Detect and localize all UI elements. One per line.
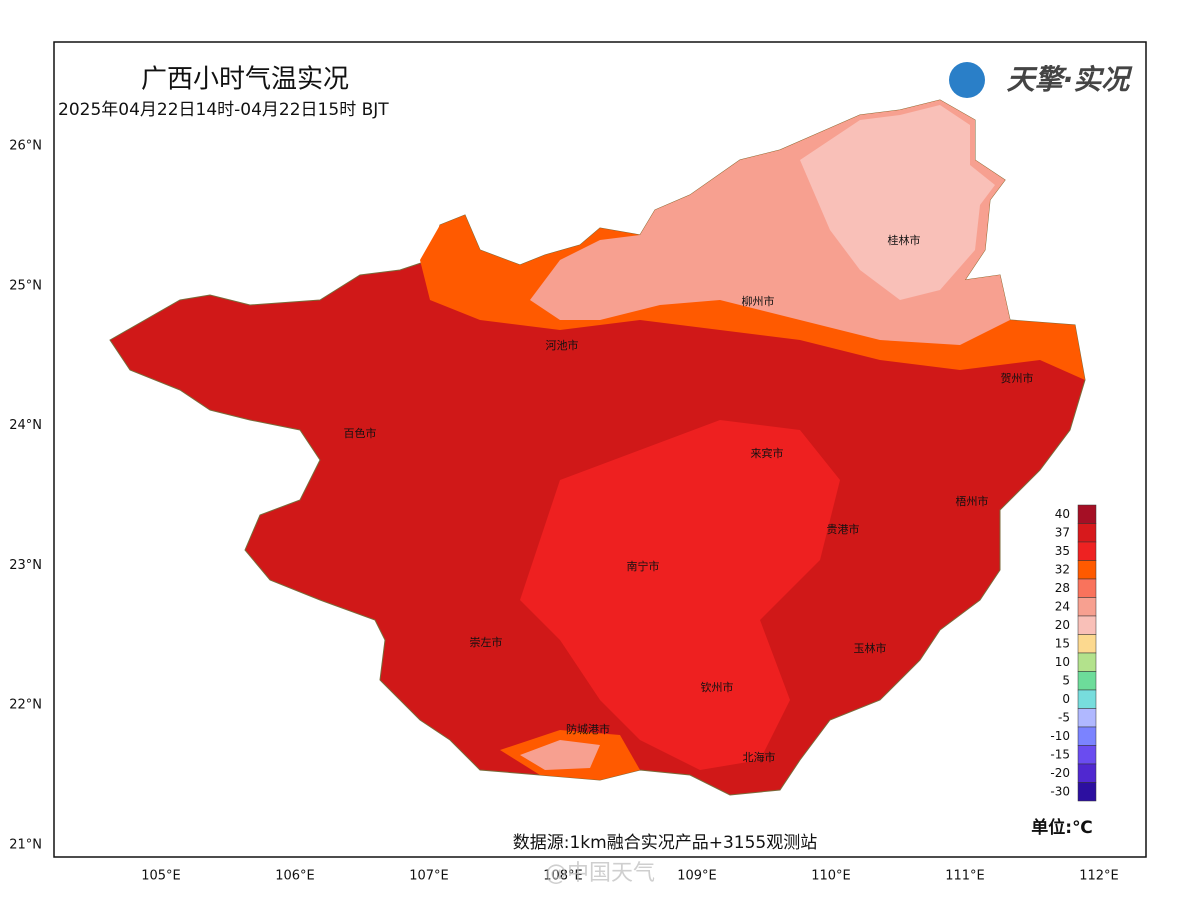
city-label: 贵港市: [827, 522, 860, 536]
legend-swatch: [1077, 652, 1097, 672]
legend-swatch: [1077, 708, 1097, 728]
legend-label: 10: [1055, 655, 1070, 669]
city-label: 南宁市: [627, 559, 660, 573]
legend-swatch: [1077, 541, 1097, 561]
legend-label: -30: [1050, 784, 1070, 798]
lat-label: 25°N: [9, 278, 42, 293]
city-label: 来宾市: [751, 446, 784, 460]
legend-label: 15: [1055, 636, 1070, 650]
legend-label: 40: [1055, 507, 1070, 521]
legend-swatch: [1077, 615, 1097, 635]
legend-swatch: [1077, 523, 1097, 543]
logo-text: 天擎·实况: [1007, 63, 1134, 96]
lat-labels: 26°N 25°N 24°N 23°N 22°N 21°N: [9, 139, 42, 853]
city-label: 百色市: [344, 426, 377, 440]
logo-icon: [949, 62, 985, 98]
lat-label: 21°N: [9, 838, 42, 853]
legend-label: 37: [1055, 525, 1070, 539]
lon-label: 105°E: [141, 869, 181, 884]
city-label: 防城港市: [566, 722, 610, 736]
city-label: 玉林市: [854, 641, 887, 655]
legend-label: -5: [1058, 710, 1070, 724]
lon-label: 112°E: [1079, 869, 1119, 884]
data-source: 数据源:1km融合实况产品+3155观测站: [513, 833, 817, 853]
legend-swatch: [1077, 763, 1097, 783]
legend-swatch: [1077, 689, 1097, 709]
legend: 40 37 35 32 28 24 20 15 10 5 0 -5 -10 -15 -20 -30: [1050, 504, 1097, 802]
lat-label: 23°N: [9, 558, 42, 573]
legend-swatch: [1077, 560, 1097, 580]
city-label: 崇左市: [470, 635, 503, 649]
lon-label: 110°E: [811, 869, 851, 884]
city-labels: 桂林市 柳州市 河池市 贺州市 百色市 来宾市 梧州市 贵港市 南宁市 崇左市 …: [344, 233, 1034, 764]
legend-swatch: [1077, 578, 1097, 598]
legend-label: -10: [1050, 729, 1070, 743]
lon-labels: 105°E 106°E 107°E 108°E 109°E 110°E 111°E 112°E: [141, 869, 1119, 884]
lon-label: 109°E: [677, 869, 717, 884]
city-label: 钦州市: [701, 680, 734, 694]
city-label: 贺州市: [1001, 371, 1034, 385]
legend-label: 24: [1055, 599, 1070, 613]
lon-label: 107°E: [409, 869, 449, 884]
region-pink-coast: [520, 740, 600, 770]
legend-label: -20: [1050, 766, 1070, 780]
legend-label: 35: [1055, 544, 1070, 558]
legend-swatch: [1077, 726, 1097, 746]
region-cooler: [800, 105, 995, 300]
legend-label: 0: [1062, 692, 1070, 706]
city-label: 河池市: [546, 338, 579, 352]
unit-label: 单位:℃: [1031, 817, 1092, 838]
lat-label: 26°N: [9, 139, 42, 154]
map-title: 广西小时气温实况: [141, 65, 349, 95]
lon-label: 108°E: [543, 869, 583, 884]
legend-label: 5: [1062, 673, 1070, 687]
legend-label: 32: [1055, 562, 1070, 576]
legend-swatch: [1077, 597, 1097, 617]
legend-swatch: [1077, 504, 1097, 524]
legend-swatch: [1077, 634, 1097, 654]
region-warm: [520, 420, 840, 770]
legend-label: 28: [1055, 581, 1070, 595]
city-label: 北海市: [743, 750, 776, 764]
legend-label: 20: [1055, 618, 1070, 632]
lon-label: 106°E: [275, 869, 315, 884]
legend-swatch: [1077, 671, 1097, 691]
watermark: @中国天气: [545, 861, 655, 886]
lat-label: 22°N: [9, 698, 42, 713]
map-subtitle: 2025年04月22日14时-04月22日15时 BJT: [58, 100, 389, 120]
city-label: 梧州市: [956, 494, 989, 508]
lat-label: 24°N: [9, 418, 42, 433]
lon-label: 111°E: [945, 869, 985, 884]
legend-label: -15: [1050, 747, 1070, 761]
legend-swatch: [1077, 782, 1097, 802]
legend-swatch: [1077, 745, 1097, 765]
city-label: 柳州市: [742, 294, 775, 308]
city-label: 桂林市: [888, 233, 921, 247]
